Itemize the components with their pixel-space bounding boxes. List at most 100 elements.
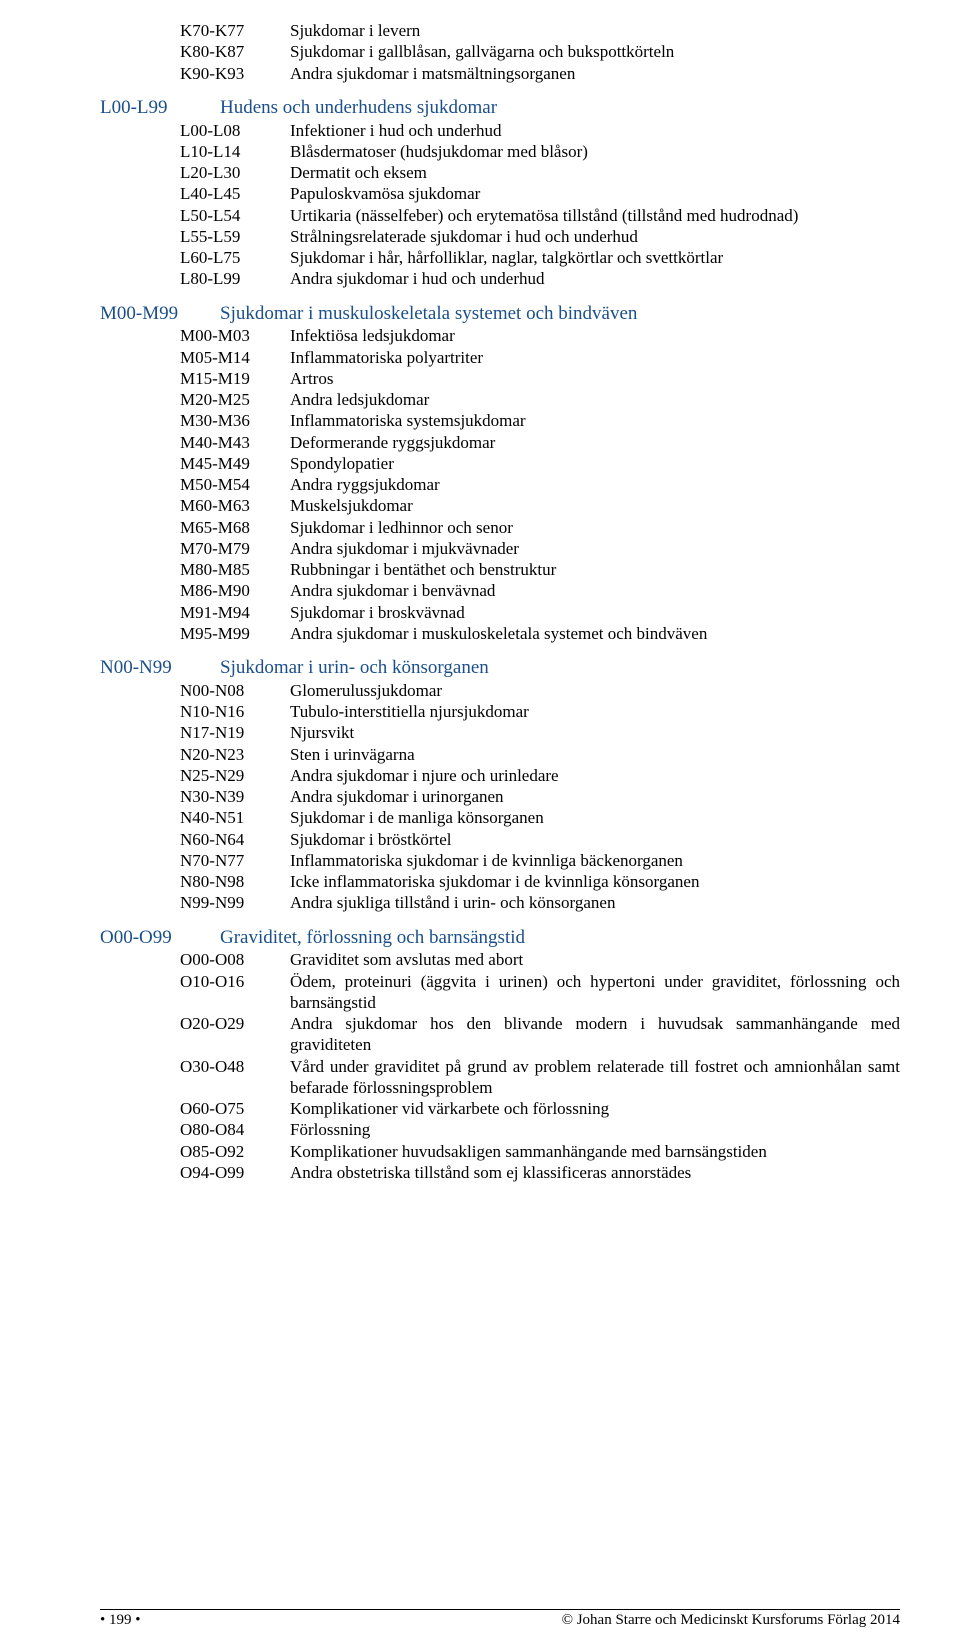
code-range: N40-N51: [180, 807, 290, 828]
code-range: M45-M49: [180, 453, 290, 474]
code-desc: Andra sjukliga tillstånd i urin- och kön…: [290, 892, 900, 913]
code-desc: Spondylopatier: [290, 453, 900, 474]
footer: • 199 • © Johan Starre och Medicinskt Ku…: [100, 1609, 900, 1629]
code-range: K70-K77: [180, 20, 290, 41]
code-desc: Rubbningar i bentäthet och benstruktur: [290, 559, 900, 580]
list-item: L60-L75Sjukdomar i hår, hårfolliklar, na…: [100, 247, 900, 268]
list-item: K80-K87 Sjukdomar i gallblåsan, gallväga…: [100, 41, 900, 62]
list-item: L00-L08Infektioner i hud och underhud: [100, 120, 900, 141]
code-range: M80-M85: [180, 559, 290, 580]
list-item: M60-M63Muskelsjukdomar: [100, 495, 900, 516]
section-L: L00-L99 Hudens och underhudens sjukdomar…: [100, 96, 900, 290]
code-range: K90-K93: [180, 63, 290, 84]
code-range: N17-N19: [180, 722, 290, 743]
code-desc: Sjukdomar i levern: [290, 20, 900, 41]
list-item: M05-M14Inflammatoriska polyartriter: [100, 347, 900, 368]
list-item: N30-N39Andra sjukdomar i urinorganen: [100, 786, 900, 807]
code-range: O20-O29: [180, 1013, 290, 1034]
code-range: M95-M99: [180, 623, 290, 644]
page-number: • 199 •: [100, 1612, 141, 1629]
list-item: M91-M94Sjukdomar i broskvävnad: [100, 602, 900, 623]
section-M: M00-M99 Sjukdomar i muskuloskeletala sys…: [100, 302, 900, 645]
top-block: K70-K77 Sjukdomar i levern K80-K87 Sjukd…: [100, 20, 900, 84]
code-range: L10-L14: [180, 141, 290, 162]
code-range: O10-O16: [180, 971, 290, 992]
code-range: L20-L30: [180, 162, 290, 183]
code-range: L60-L75: [180, 247, 290, 268]
code-desc: Infektioner i hud och underhud: [290, 120, 900, 141]
code-desc: Urtikaria (nässelfeber) och erytematösa …: [290, 205, 900, 226]
list-item: O85-O92Komplikationer huvudsakligen samm…: [100, 1141, 900, 1162]
code-range: N30-N39: [180, 786, 290, 807]
code-desc: Andra sjukdomar i muskuloskeletala syste…: [290, 623, 900, 644]
code-desc: Sjukdomar i hår, hårfolliklar, naglar, t…: [290, 247, 900, 268]
section-N: N00-N99 Sjukdomar i urin- och könsorgane…: [100, 656, 900, 914]
section-heading: N00-N99 Sjukdomar i urin- och könsorgane…: [100, 656, 900, 680]
list-item: M00-M03Infektiösa ledsjukdomar: [100, 325, 900, 346]
code-desc: Inflammatoriska sjukdomar i de kvinnliga…: [290, 850, 900, 871]
section-O: O00-O99 Graviditet, förlossning och barn…: [100, 926, 900, 1184]
code-desc: Andra ryggsjukdomar: [290, 474, 900, 495]
list-item: O00-O08Graviditet som avslutas med abort: [100, 949, 900, 970]
code-desc: Andra sjukdomar i njure och urinledare: [290, 765, 900, 786]
list-item: N10-N16Tubulo-interstitiella njursjukdom…: [100, 701, 900, 722]
list-item: N17-N19Njursvikt: [100, 722, 900, 743]
code-desc: Sjukdomar i ledhinnor och senor: [290, 517, 900, 538]
list-item: N60-N64Sjukdomar i bröstkörtel: [100, 829, 900, 850]
code-desc: Sjukdomar i de manliga könsorganen: [290, 807, 900, 828]
heading-code: N00-N99: [100, 656, 220, 680]
code-desc: Njursvikt: [290, 722, 900, 743]
list-item: M70-M79Andra sjukdomar i mjukvävnader: [100, 538, 900, 559]
code-desc: Sjukdomar i broskvävnad: [290, 602, 900, 623]
code-range: N10-N16: [180, 701, 290, 722]
code-desc: Komplikationer vid värkarbete och förlos…: [290, 1098, 900, 1119]
code-desc: Andra sjukdomar i matsmältningsorganen: [290, 63, 900, 84]
list-item: N20-N23Sten i urinvägarna: [100, 744, 900, 765]
code-desc: Ödem, proteinuri (äggvita i urinen) och …: [290, 971, 900, 1014]
code-desc: Strålningsrelaterade sjukdomar i hud och…: [290, 226, 900, 247]
list-item: N99-N99Andra sjukliga tillstånd i urin- …: [100, 892, 900, 913]
code-range: L40-L45: [180, 183, 290, 204]
code-desc: Sjukdomar i bröstkörtel: [290, 829, 900, 850]
list-item: N80-N98Icke inflammatoriska sjukdomar i …: [100, 871, 900, 892]
code-range: N20-N23: [180, 744, 290, 765]
code-desc: Graviditet som avslutas med abort: [290, 949, 900, 970]
code-desc: Icke inflammatoriska sjukdomar i de kvin…: [290, 871, 900, 892]
code-desc: Muskelsjukdomar: [290, 495, 900, 516]
heading-code: O00-O99: [100, 926, 220, 950]
code-desc: Papuloskvamösa sjukdomar: [290, 183, 900, 204]
code-desc: Andra sjukdomar i urinorganen: [290, 786, 900, 807]
list-item: O94-O99Andra obstetriska tillstånd som e…: [100, 1162, 900, 1183]
list-item: K70-K77 Sjukdomar i levern: [100, 20, 900, 41]
list-item: L55-L59Strålningsrelaterade sjukdomar i …: [100, 226, 900, 247]
code-range: M60-M63: [180, 495, 290, 516]
list-item: M80-M85Rubbningar i bentäthet och benstr…: [100, 559, 900, 580]
code-range: L00-L08: [180, 120, 290, 141]
list-item: M95-M99Andra sjukdomar i muskuloskeletal…: [100, 623, 900, 644]
list-item: M86-M90Andra sjukdomar i benvävnad: [100, 580, 900, 601]
heading-code: M00-M99: [100, 302, 220, 326]
code-range: M70-M79: [180, 538, 290, 559]
code-range: N70-N77: [180, 850, 290, 871]
code-range: K80-K87: [180, 41, 290, 62]
code-range: O30-O48: [180, 1056, 290, 1077]
code-range: N99-N99: [180, 892, 290, 913]
code-range: L55-L59: [180, 226, 290, 247]
list-item: L80-L99Andra sjukdomar i hud och underhu…: [100, 268, 900, 289]
code-desc: Infektiösa ledsjukdomar: [290, 325, 900, 346]
code-desc: Andra ledsjukdomar: [290, 389, 900, 410]
list-item: O10-O16Ödem, proteinuri (äggvita i urine…: [100, 971, 900, 1014]
code-desc: Dermatit och eksem: [290, 162, 900, 183]
code-desc: Förlossning: [290, 1119, 900, 1140]
code-desc: Blåsdermatoser (hudsjukdomar med blåsor): [290, 141, 900, 162]
heading-code: L00-L99: [100, 96, 220, 120]
code-range: M50-M54: [180, 474, 290, 495]
list-item: M45-M49Spondylopatier: [100, 453, 900, 474]
list-item: K90-K93 Andra sjukdomar i matsmältningso…: [100, 63, 900, 84]
code-desc: Sten i urinvägarna: [290, 744, 900, 765]
code-range: O85-O92: [180, 1141, 290, 1162]
code-range: M65-M68: [180, 517, 290, 538]
list-item: M40-M43Deformerande ryggsjukdomar: [100, 432, 900, 453]
code-range: M86-M90: [180, 580, 290, 601]
code-desc: Deformerande ryggsjukdomar: [290, 432, 900, 453]
